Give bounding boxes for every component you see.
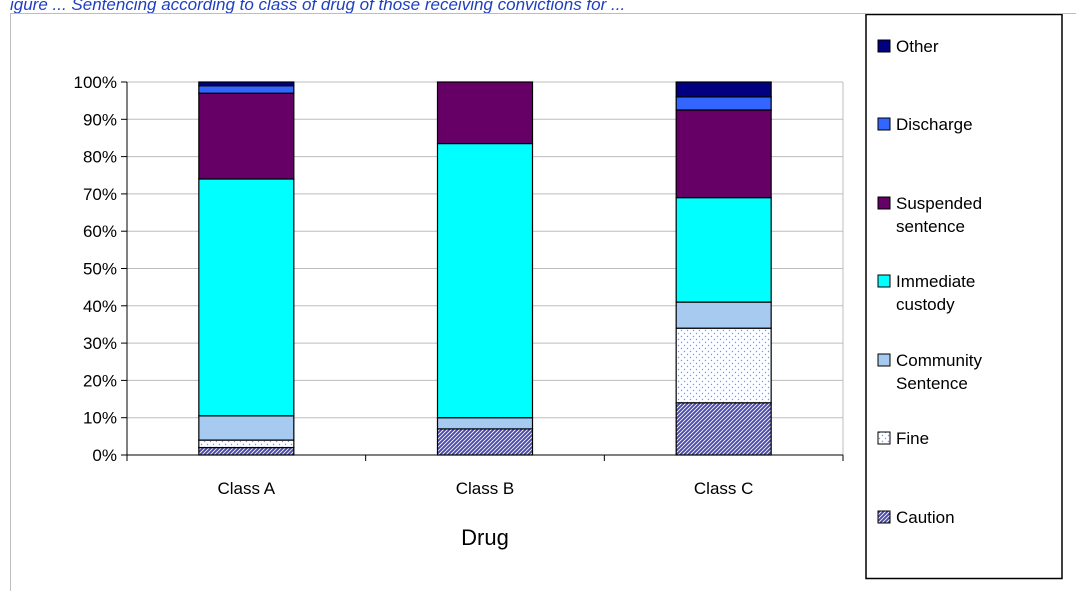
bar-segment-immediate-custody-class-a: [198, 178, 295, 417]
y-tick-label: 40%: [83, 297, 117, 316]
y-tick-label: 0%: [92, 446, 117, 465]
bar-segment-community-sentence-class-b: [436, 417, 534, 430]
bar-segment-fine-class-a: [198, 439, 295, 449]
figure-caption: igure ... Sentencing according to class …: [10, 0, 626, 14]
bar-segment-discharge-class-a: [198, 85, 295, 94]
x-tick-label: Class A: [218, 479, 276, 498]
bar-segment-other-class-c: [675, 81, 772, 98]
bar-segment-community-sentence-class-c: [675, 301, 772, 329]
bars: [198, 81, 772, 456]
y-tick-label: 30%: [83, 334, 117, 353]
y-tick-label: 80%: [83, 148, 117, 167]
legend-label-immediate-custody: Immediate: [896, 272, 975, 291]
x-axis-title: Drug: [461, 525, 509, 550]
bar-segment-caution-class-b: [436, 428, 534, 456]
x-tick-label: Class B: [456, 479, 515, 498]
legend: Other Discharge Suspended sentence Immediate…: [865, 14, 1063, 580]
legend-label-other: Other: [896, 37, 939, 56]
y-tick-label: 70%: [83, 185, 117, 204]
legend-swatch-discharge: [877, 117, 891, 131]
legend-box: [865, 14, 1063, 580]
legend-label-caution: Caution: [896, 508, 955, 527]
y-tick-label: 10%: [83, 409, 117, 428]
legend-label-discharge: Discharge: [896, 115, 973, 134]
bar-segment-immediate-custody-class-b: [436, 142, 534, 419]
bar-segment-caution-class-a: [198, 446, 295, 456]
y-tick-label: 100%: [74, 73, 117, 92]
y-tick-label: 60%: [83, 222, 117, 241]
bar-segment-fine-class-c: [675, 327, 772, 404]
bar-segment-other-class-a: [198, 81, 295, 87]
axis-labels: 0% 10% 20% 30% 40% 50% 60% 70% 80% 90% 100% Class A…: [74, 73, 754, 550]
legend-label-community-sentence: Community: [896, 351, 982, 370]
stacked-bar-chart: 0% 10% 20% 30% 40% 50% 60% 70% 80% 90% 100% Class A…: [74, 14, 1063, 580]
bar-segment-suspended-sentence-class-c: [675, 109, 772, 199]
bar-segment-caution-class-c: [675, 402, 772, 456]
legend-label-immediate-custody-line2: custody: [896, 295, 955, 314]
legend-label-suspended-sentence-line2: sentence: [896, 217, 965, 236]
x-tick-label: Class C: [694, 479, 754, 498]
bar-segment-community-sentence-class-a: [198, 415, 295, 441]
legend-label-fine: Fine: [896, 429, 929, 448]
legend-swatch-immediate-custody: [877, 274, 891, 288]
bar-segment-suspended-sentence-class-b: [436, 81, 534, 145]
legend-swatch-caution: [877, 510, 891, 524]
legend-label-suspended-sentence: Suspended: [896, 194, 982, 213]
y-tick-label: 50%: [83, 260, 117, 279]
chart-frame: 0% 10% 20% 30% 40% 50% 60% 70% 80% 90% 100% Class A…: [10, 13, 1076, 591]
bar-segment-immediate-custody-class-c: [675, 197, 772, 303]
legend-swatch-fine: [877, 431, 891, 445]
legend-swatch-suspended-sentence: [877, 196, 891, 210]
legend-label-community-sentence-line2: Sentence: [896, 374, 968, 393]
legend-swatch-community-sentence: [877, 353, 891, 367]
bar-segment-suspended-sentence-class-a: [198, 92, 295, 180]
y-tick-label: 90%: [83, 110, 117, 129]
legend-swatch-other: [877, 39, 891, 53]
y-tick-label: 20%: [83, 371, 117, 390]
bar-segment-discharge-class-c: [675, 96, 772, 111]
